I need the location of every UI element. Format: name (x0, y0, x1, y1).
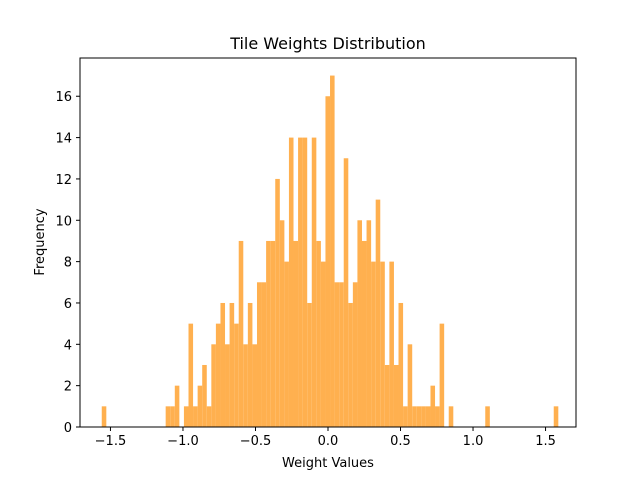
x-axis: −1.5 −1.0 −0.5 0.0 0.5 1.0 1.5 (95, 427, 556, 449)
chart-title: Tile Weights Distribution (229, 34, 426, 53)
histogram-bar (334, 282, 340, 427)
histogram-bar (252, 344, 257, 427)
y-tick-label: 2 (64, 380, 72, 395)
histogram-bar (485, 406, 490, 427)
histogram-bar (284, 261, 289, 427)
histogram-bar (206, 406, 212, 427)
histogram-bar (302, 137, 308, 427)
histogram-bar (183, 406, 189, 427)
x-tick-label: −0.5 (240, 434, 272, 449)
histogram-bar (211, 344, 216, 427)
histogram-bar (330, 75, 335, 427)
histogram-bar (238, 240, 244, 427)
y-tick-label: 10 (55, 214, 72, 229)
histogram-bar (439, 323, 445, 427)
histogram-bar (170, 406, 175, 427)
y-tick-label: 8 (64, 256, 72, 271)
histogram-bar (430, 385, 436, 427)
histogram-bar (421, 406, 426, 427)
histogram-bar (225, 344, 230, 427)
histogram-bar (293, 240, 299, 427)
y-tick-label: 0 (64, 421, 72, 436)
y-axis-label: Frequency (33, 208, 48, 275)
y-tick-label: 14 (55, 132, 72, 147)
histogram-bar (320, 261, 326, 427)
histogram-bar (398, 302, 404, 427)
histogram-bar (311, 137, 317, 427)
histogram-bar (375, 199, 381, 427)
histogram-bar (101, 406, 107, 427)
histogram-bar (448, 406, 454, 427)
bars-group (101, 75, 559, 428)
y-axis: 0 2 4 6 8 10 12 14 16 (55, 90, 80, 436)
x-tick-label: −1.5 (95, 434, 127, 449)
histogram-bar (298, 137, 303, 427)
histogram-bar (407, 344, 413, 427)
histogram-bar (357, 220, 362, 427)
histogram-bar (393, 364, 399, 427)
histogram-bar (389, 261, 394, 427)
histogram-bar (174, 385, 180, 427)
histogram-bar (352, 282, 358, 427)
histogram-bar (348, 302, 353, 427)
histogram-bar (165, 406, 171, 427)
histogram-bar (279, 220, 285, 427)
histogram-bar (220, 302, 226, 427)
histogram-bar (371, 261, 376, 427)
histogram-bar (266, 240, 271, 427)
x-tick-label: 0.5 (390, 434, 411, 449)
histogram-bar (270, 240, 276, 427)
histogram-bar (288, 137, 294, 427)
histogram-bar (188, 323, 194, 427)
histogram-bar (261, 282, 267, 427)
histogram-bar (403, 406, 408, 427)
histogram-bar (256, 282, 262, 427)
histogram-bar (193, 406, 198, 427)
histogram-bar (197, 385, 203, 427)
histogram-bar (380, 261, 385, 427)
histogram-bar (307, 302, 312, 427)
x-tick-label: 1.5 (535, 434, 556, 449)
x-tick-label: 0.0 (318, 434, 339, 449)
y-tick-label: 12 (55, 173, 72, 188)
y-tick-label: 6 (64, 297, 72, 312)
histogram-bar (247, 302, 253, 427)
histogram-bar (234, 323, 239, 427)
histogram-bar (416, 406, 422, 427)
histogram-bar (343, 158, 349, 427)
histogram-bar (384, 364, 390, 427)
histogram-bar (553, 406, 559, 427)
histogram-bar (366, 220, 372, 427)
histogram-bar (243, 344, 248, 427)
histogram-bar (316, 240, 321, 427)
histogram-bar (202, 364, 207, 427)
histogram-bar (229, 302, 235, 427)
x-tick-label: −1.0 (167, 434, 199, 449)
histogram-bar (339, 282, 344, 427)
histogram-bar (412, 406, 417, 427)
y-tick-label: 16 (55, 90, 72, 105)
histogram-bar (435, 406, 440, 427)
histogram-bar (425, 406, 431, 427)
y-tick-label: 4 (64, 338, 72, 353)
x-axis-label: Weight Values (282, 456, 374, 471)
histogram-bar (215, 323, 221, 427)
histogram-bar (361, 240, 367, 427)
histogram-bar (325, 96, 331, 428)
x-tick-label: 1.0 (463, 434, 484, 449)
histogram-bar (275, 178, 280, 427)
